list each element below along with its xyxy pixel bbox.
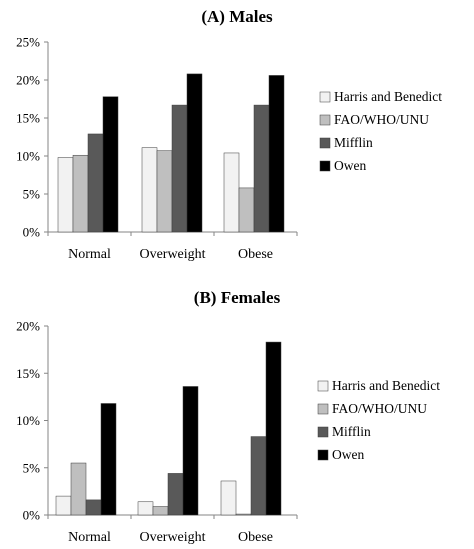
bar-mifflin-obese (250, 436, 267, 516)
bar-fao-who-unu-obese (238, 187, 255, 233)
x-tick-label: Overweight (139, 530, 205, 545)
legend-swatch-owen (317, 449, 329, 461)
y-tick-label: 15% (16, 111, 40, 126)
bar-harris-and-benedict-overweight (141, 147, 158, 233)
bar-mifflin-obese (253, 104, 270, 233)
bar-owen-overweight (182, 386, 199, 516)
bar-fao-who-unu-overweight (152, 506, 169, 516)
bar-harris-and-benedict-normal (57, 157, 74, 233)
bar-harris-and-benedict-normal (55, 495, 72, 516)
bar-harris-and-benedict-obese (220, 480, 237, 516)
x-tick-label: Obese (238, 530, 273, 545)
bar-owen-normal (102, 96, 119, 233)
x-tick-label: Overweight (139, 247, 205, 262)
chart-females: (B) Females 0% 5% 10% 15% 20% Normal Overweight… (16, 288, 440, 545)
legend-label-owen: Owen (332, 447, 364, 462)
chart-title: (A) Males (201, 7, 273, 26)
legend-label-mifflin: Mifflin (332, 424, 371, 439)
y-tick-label: 10% (16, 149, 40, 164)
legend-label-owen: Owen (334, 158, 366, 173)
y-tick-label: 25% (16, 35, 40, 50)
bar-mifflin-normal (85, 499, 102, 516)
legend-label-fao-who-unu: FAO/WHO/UNU (334, 112, 429, 127)
bar-owen-overweight (186, 73, 203, 233)
bar-owen-normal (100, 403, 117, 516)
y-tick-label: 5% (23, 460, 41, 475)
legend-swatch-owen (319, 160, 331, 172)
y-tick-label: 20% (16, 319, 40, 334)
bar-fao-who-unu-obese (235, 513, 252, 516)
x-tick-label: Normal (68, 247, 111, 262)
y-tick-label: 5% (23, 187, 41, 202)
bar-owen-obese (268, 75, 285, 233)
legend-swatch-fao-who-unu (319, 114, 331, 126)
bar-harris-and-benedict-obese (223, 152, 240, 233)
legend-swatch-mifflin (317, 426, 329, 438)
y-tick-label: 10% (16, 413, 40, 428)
chart-males: (A) Males 0% 5% 10% 15% 20% 25% Normal Overweigh… (16, 7, 442, 262)
y-tick-label: 0% (23, 225, 41, 240)
bar-owen-obese (265, 341, 282, 516)
bar-fao-who-unu-normal (70, 462, 87, 516)
y-tick-label: 20% (16, 73, 40, 88)
bar-harris-and-benedict-overweight (137, 501, 154, 516)
y-tick-label: 15% (16, 366, 40, 381)
legend-swatch-mifflin (319, 137, 331, 149)
x-tick-label: Normal (68, 530, 111, 545)
legend-swatch-harris-and-benedict (319, 91, 331, 103)
legend-label-harris-and-benedict: Harris and Benedict (332, 378, 440, 393)
legend-swatch-fao-who-unu (317, 403, 329, 415)
chart-title: (B) Females (194, 288, 281, 307)
legend-label-fao-who-unu: FAO/WHO/UNU (332, 401, 427, 416)
y-tick-label: 0% (23, 508, 41, 523)
x-tick-label: Obese (238, 247, 273, 262)
bar-mifflin-overweight (167, 473, 184, 516)
bar-fao-who-unu-overweight (156, 150, 173, 233)
legend-swatch-harris-and-benedict (317, 380, 329, 392)
legend-label-harris-and-benedict: Harris and Benedict (334, 89, 442, 104)
bar-fao-who-unu-normal (72, 154, 89, 233)
bar-mifflin-overweight (171, 104, 188, 233)
bar-mifflin-normal (87, 133, 104, 233)
legend-label-mifflin: Mifflin (334, 135, 373, 150)
